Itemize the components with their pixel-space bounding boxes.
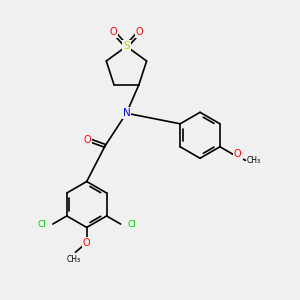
Text: Cl: Cl	[38, 220, 46, 229]
Text: O: O	[110, 27, 117, 37]
Text: O: O	[234, 149, 242, 159]
Text: O: O	[136, 27, 143, 37]
Text: O: O	[83, 238, 91, 248]
Text: Cl: Cl	[127, 220, 136, 229]
Text: CH₃: CH₃	[247, 156, 261, 165]
Text: N: N	[123, 108, 130, 118]
Text: CH₃: CH₃	[67, 254, 81, 263]
Text: S: S	[123, 41, 130, 51]
Text: O: O	[84, 135, 91, 145]
